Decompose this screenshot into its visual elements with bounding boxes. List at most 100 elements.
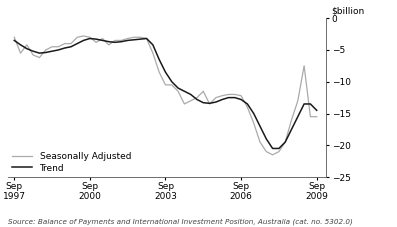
Seasonally Adjusted	[207, 103, 212, 105]
Trend	[138, 38, 143, 40]
Trend	[163, 71, 168, 74]
Seasonally Adjusted	[239, 94, 243, 97]
Seasonally Adjusted	[31, 54, 35, 56]
Seasonally Adjusted	[308, 115, 313, 118]
Seasonally Adjusted	[170, 84, 174, 86]
Trend	[251, 112, 256, 115]
Trend	[75, 42, 80, 45]
Trend	[81, 39, 86, 42]
Trend	[12, 39, 17, 42]
Seasonally Adjusted	[12, 36, 17, 39]
Seasonally Adjusted	[131, 36, 136, 39]
Seasonally Adjusted	[25, 44, 29, 46]
Trend	[56, 49, 61, 51]
Seasonally Adjusted	[188, 99, 193, 102]
Seasonally Adjusted	[182, 103, 187, 105]
Trend	[270, 147, 275, 150]
Trend	[62, 47, 67, 49]
Seasonally Adjusted	[144, 37, 149, 40]
Line: Seasonally Adjusted: Seasonally Adjusted	[14, 36, 317, 155]
Trend	[125, 39, 130, 42]
Trend	[100, 39, 105, 42]
Seasonally Adjusted	[226, 93, 231, 96]
Seasonally Adjusted	[302, 64, 306, 67]
Seasonally Adjusted	[232, 93, 237, 96]
Seasonally Adjusted	[214, 96, 218, 99]
Trend	[289, 128, 294, 131]
Trend	[106, 40, 111, 43]
Seasonally Adjusted	[87, 36, 92, 39]
Trend	[50, 50, 54, 53]
Trend	[182, 90, 187, 93]
Trend	[43, 51, 48, 54]
Trend	[37, 52, 42, 54]
Seasonally Adjusted	[277, 150, 281, 153]
Seasonally Adjusted	[43, 49, 48, 51]
Text: Source: Balance of Payments and International Investment Position, Australia (ca: Source: Balance of Payments and Internat…	[8, 218, 353, 225]
Trend	[87, 37, 92, 40]
Text: $billion: $billion	[331, 6, 364, 15]
Seasonally Adjusted	[195, 96, 199, 99]
Trend	[308, 103, 313, 105]
Trend	[18, 44, 23, 46]
Trend	[150, 44, 155, 46]
Trend	[239, 98, 243, 101]
Trend	[188, 93, 193, 96]
Trend	[302, 103, 306, 105]
Seasonally Adjusted	[220, 94, 225, 97]
Seasonally Adjusted	[94, 41, 98, 44]
Trend	[157, 58, 162, 61]
Seasonally Adjusted	[37, 56, 42, 59]
Seasonally Adjusted	[100, 37, 105, 40]
Seasonally Adjusted	[264, 150, 269, 153]
Trend	[258, 125, 262, 128]
Seasonally Adjusted	[62, 42, 67, 45]
Trend	[295, 115, 300, 118]
Trend	[195, 98, 199, 101]
Seasonally Adjusted	[18, 52, 23, 54]
Trend	[245, 103, 250, 105]
Trend	[201, 101, 206, 104]
Seasonally Adjusted	[251, 122, 256, 124]
Trend	[25, 47, 29, 50]
Line: Trend: Trend	[14, 39, 317, 148]
Trend	[69, 45, 73, 48]
Seasonally Adjusted	[125, 37, 130, 40]
Seasonally Adjusted	[138, 36, 143, 39]
Seasonally Adjusted	[245, 106, 250, 109]
Seasonally Adjusted	[283, 141, 287, 143]
Trend	[314, 109, 319, 112]
Trend	[170, 80, 174, 83]
Trend	[232, 96, 237, 99]
Seasonally Adjusted	[157, 71, 162, 74]
Trend	[214, 101, 218, 104]
Trend	[144, 37, 149, 40]
Seasonally Adjusted	[314, 115, 319, 118]
Seasonally Adjusted	[289, 118, 294, 121]
Seasonally Adjusted	[106, 44, 111, 46]
Seasonally Adjusted	[69, 42, 73, 45]
Seasonally Adjusted	[270, 153, 275, 156]
Seasonally Adjusted	[150, 52, 155, 54]
Trend	[94, 38, 98, 40]
Seasonally Adjusted	[113, 39, 118, 42]
Seasonally Adjusted	[50, 45, 54, 48]
Trend	[176, 87, 181, 89]
Trend	[220, 98, 225, 101]
Seasonally Adjusted	[258, 141, 262, 143]
Seasonally Adjusted	[75, 36, 80, 39]
Seasonally Adjusted	[163, 84, 168, 86]
Trend	[264, 138, 269, 140]
Trend	[277, 147, 281, 150]
Trend	[131, 38, 136, 41]
Seasonally Adjusted	[81, 35, 86, 37]
Trend	[119, 40, 124, 43]
Trend	[226, 96, 231, 99]
Seasonally Adjusted	[119, 39, 124, 42]
Trend	[283, 141, 287, 143]
Trend	[31, 50, 35, 53]
Seasonally Adjusted	[295, 99, 300, 102]
Seasonally Adjusted	[201, 90, 206, 93]
Seasonally Adjusted	[176, 90, 181, 93]
Trend	[207, 102, 212, 105]
